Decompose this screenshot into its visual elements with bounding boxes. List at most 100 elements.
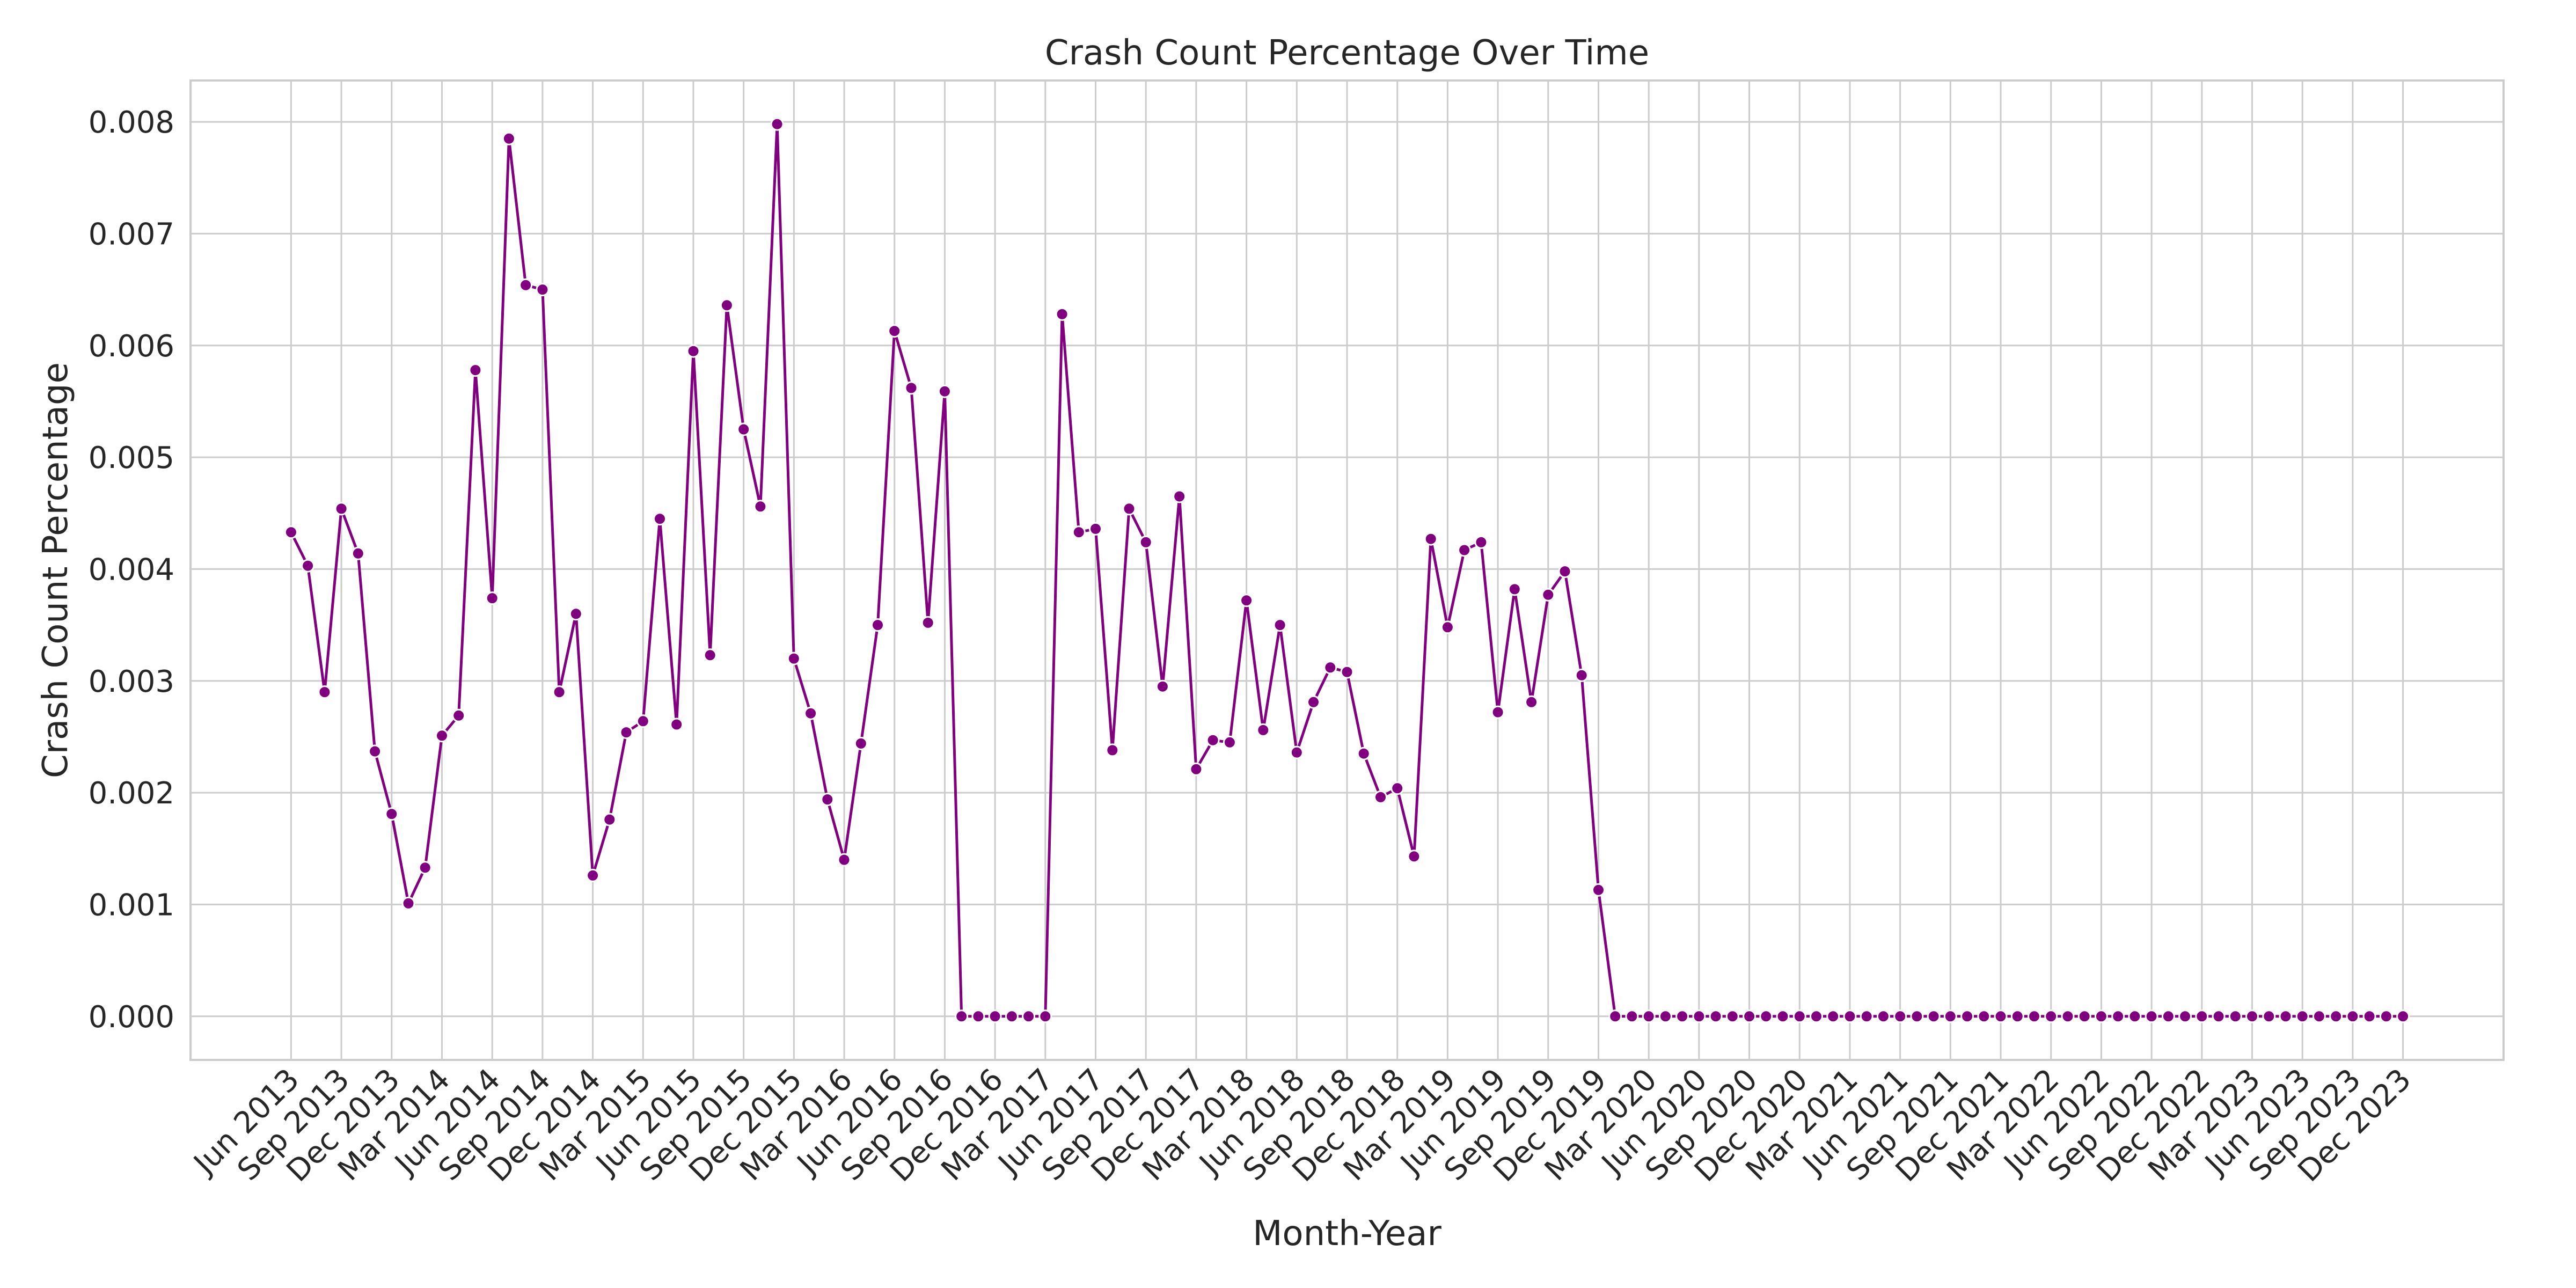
data-point xyxy=(720,298,734,312)
data-point xyxy=(1089,522,1102,536)
x-axis-label: Month-Year xyxy=(1253,1214,1441,1254)
data-point xyxy=(854,736,868,750)
data-point xyxy=(552,685,566,699)
data-point xyxy=(485,591,499,605)
data-point xyxy=(2379,1009,2393,1023)
data-point xyxy=(888,324,902,338)
data-point xyxy=(1340,665,1354,679)
data-point xyxy=(2010,1009,2024,1023)
data-point xyxy=(921,616,935,630)
data-point xyxy=(1525,695,1539,709)
data-point xyxy=(1391,781,1404,795)
data-point xyxy=(703,648,717,662)
data-point xyxy=(1155,679,1169,693)
data-point xyxy=(1357,747,1371,760)
data-point xyxy=(2362,1009,2376,1023)
data-point xyxy=(1642,1009,1656,1023)
data-point xyxy=(2145,1009,2158,1023)
y-axis-label: Crash Count Percentage xyxy=(36,362,76,778)
data-point xyxy=(502,131,516,145)
data-point xyxy=(1055,307,1069,321)
data-point xyxy=(1474,535,1488,549)
data-point xyxy=(536,283,550,297)
data-point xyxy=(1843,1009,1857,1023)
data-point xyxy=(1592,883,1605,897)
data-point xyxy=(2044,1009,2058,1023)
data-point xyxy=(351,546,365,560)
y-tick-label: 0.002 xyxy=(89,776,174,811)
data-point xyxy=(1709,1009,1723,1023)
data-point xyxy=(1977,1009,1991,1023)
data-point xyxy=(1139,535,1153,549)
data-point xyxy=(603,813,617,826)
data-point xyxy=(1240,594,1254,608)
data-point xyxy=(686,344,700,358)
data-point xyxy=(904,381,918,395)
data-point xyxy=(1927,1009,1941,1023)
data-point xyxy=(1759,1009,1773,1023)
data-point xyxy=(1189,762,1203,776)
data-point xyxy=(2128,1009,2142,1023)
data-point xyxy=(1960,1009,1974,1023)
data-point xyxy=(452,708,466,722)
data-point xyxy=(837,853,851,867)
data-point xyxy=(1106,743,1119,757)
data-point xyxy=(1810,1009,1823,1023)
data-point xyxy=(1658,1009,1672,1023)
data-point xyxy=(2295,1009,2309,1023)
data-point xyxy=(1910,1009,1924,1023)
data-point xyxy=(2161,1009,2175,1023)
data-point xyxy=(770,117,784,131)
data-point xyxy=(418,861,432,875)
data-point xyxy=(1507,582,1521,596)
data-point xyxy=(1407,850,1421,863)
data-point xyxy=(670,718,684,731)
data-point xyxy=(401,896,415,910)
data-point xyxy=(1943,1009,1957,1023)
y-tick-label: 0.006 xyxy=(89,329,174,364)
data-point xyxy=(1608,1009,1622,1023)
data-point xyxy=(1725,1009,1739,1023)
data-point xyxy=(2061,1009,2075,1023)
data-point xyxy=(2312,1009,2326,1023)
data-point xyxy=(1458,543,1472,557)
data-point xyxy=(1256,723,1270,737)
y-tick-label: 0.005 xyxy=(89,441,174,475)
data-point xyxy=(1692,1009,1706,1023)
plot-frame xyxy=(189,79,2505,1061)
data-point xyxy=(301,559,315,573)
data-point xyxy=(435,729,449,743)
data-point xyxy=(2111,1009,2125,1023)
data-point xyxy=(1307,695,1320,709)
data-point xyxy=(1876,1009,1890,1023)
data-point xyxy=(971,1009,985,1023)
data-point xyxy=(1122,502,1136,516)
data-point xyxy=(2028,1009,2041,1023)
data-point xyxy=(737,422,751,436)
data-point xyxy=(1826,1009,1840,1023)
data-point xyxy=(1558,565,1572,579)
data-point xyxy=(1374,790,1387,804)
data-point xyxy=(2329,1009,2343,1023)
data-point xyxy=(1743,1009,1757,1023)
data-point xyxy=(385,807,399,821)
data-point xyxy=(653,512,667,526)
data-point xyxy=(1792,1009,1806,1023)
data-point xyxy=(1072,525,1086,539)
y-tick-label: 0.003 xyxy=(89,664,174,699)
series-layer xyxy=(284,117,2410,1023)
data-point xyxy=(1994,1009,2008,1023)
data-point xyxy=(753,500,767,514)
y-tick-label: 0.004 xyxy=(89,552,174,587)
y-tick-label: 0.001 xyxy=(89,888,174,923)
data-point xyxy=(1575,668,1589,682)
data-point xyxy=(1038,1009,1052,1023)
data-point xyxy=(804,706,818,720)
data-point xyxy=(469,363,482,377)
y-tick-label: 0.007 xyxy=(89,217,174,252)
data-point xyxy=(2178,1009,2192,1023)
data-point xyxy=(871,618,884,632)
data-point xyxy=(586,868,600,882)
data-point xyxy=(368,744,382,758)
